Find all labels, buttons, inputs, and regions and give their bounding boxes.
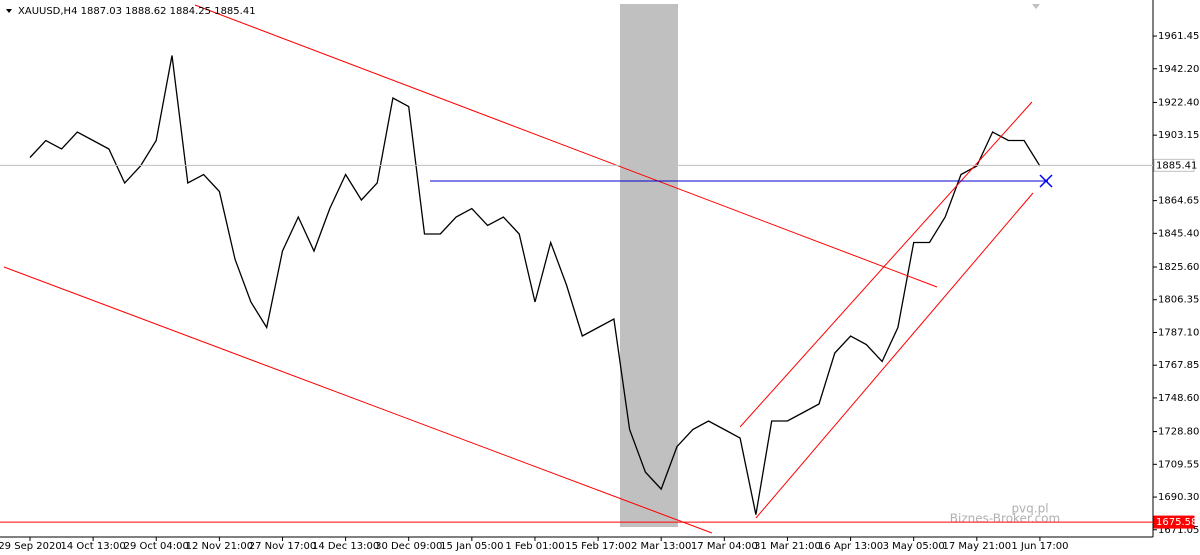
price-label-box xyxy=(1153,515,1195,529)
x-tick-label: 30 Dec 09:00 xyxy=(375,541,442,552)
x-tick-label: 31 Mar 21:00 xyxy=(754,541,821,552)
y-tick-label: 1787.10 xyxy=(1158,327,1199,338)
x-tick-label: 29 Sep 2020 xyxy=(0,541,62,552)
x-tick-label: 16 Apr 13:00 xyxy=(818,541,883,552)
menu-arrow xyxy=(6,9,12,13)
y-tick-label: 1961.45 xyxy=(1158,31,1199,42)
y-tick-label: 1864.65 xyxy=(1158,196,1199,207)
y-tick-label: 1825.60 xyxy=(1158,262,1199,273)
trend-line xyxy=(3,266,713,534)
x-tick-label: 29 Oct 04:00 xyxy=(124,541,189,552)
x-tick-label: 14 Dec 13:00 xyxy=(312,541,379,552)
x-tick-label: 3 May 05:00 xyxy=(883,541,945,552)
x-tick-label: 1 Feb 01:00 xyxy=(505,541,564,552)
y-tick-label: 1942.20 xyxy=(1158,64,1199,75)
y-tick-label: 1845.40 xyxy=(1158,228,1199,239)
price-line-series xyxy=(29,55,1041,515)
x-tick-label: 17 Mar 04:00 xyxy=(691,541,758,552)
y-tick-label: 1728.80 xyxy=(1158,427,1199,438)
y-tick-label: 1767.85 xyxy=(1158,360,1199,371)
y-tick-label: 1903.15 xyxy=(1158,130,1199,141)
x-tick-label: 14 Oct 13:00 xyxy=(61,541,126,552)
y-tick-label: 1922.40 xyxy=(1158,97,1199,108)
y-tick-label: 1690.30 xyxy=(1158,492,1199,503)
watermark: pvq.pl xyxy=(1011,502,1048,516)
marker xyxy=(1039,174,1053,188)
x-tick-label: 12 Nov 21:00 xyxy=(186,541,253,552)
y-tick-label: 1709.55 xyxy=(1158,459,1199,470)
trend-line xyxy=(194,4,938,288)
x-tick-label: 17 May 21:00 xyxy=(943,541,1012,552)
shift-marker xyxy=(1032,4,1040,9)
chart-title: XAUUSD,H4 1887.03 1888.62 1884.25 1885.4… xyxy=(18,6,256,17)
x-tick-label: 15 Feb 17:00 xyxy=(565,541,631,552)
x-tick-label: 15 Jan 05:00 xyxy=(440,541,503,552)
shaded-period xyxy=(620,4,678,527)
price-label: 1675.58 xyxy=(1156,517,1197,528)
y-tick-label: 1748.60 xyxy=(1158,393,1199,404)
x-tick-label: 2 Mar 13:00 xyxy=(631,541,691,552)
price-label-box xyxy=(1153,158,1195,172)
trend-line xyxy=(755,192,1034,519)
price-label: 1885.41 xyxy=(1156,160,1197,171)
watermark: Biznes-Broker.com xyxy=(950,512,1060,526)
x-tick-label: 1 Jun 17:00 xyxy=(1011,541,1068,552)
x-tick-label: 27 Nov 17:00 xyxy=(249,541,316,552)
plot-area xyxy=(29,55,1041,515)
trend-line xyxy=(739,101,1033,428)
y-tick-label: 1671.05 xyxy=(1158,525,1199,536)
y-tick-label: 1806.35 xyxy=(1158,295,1199,306)
